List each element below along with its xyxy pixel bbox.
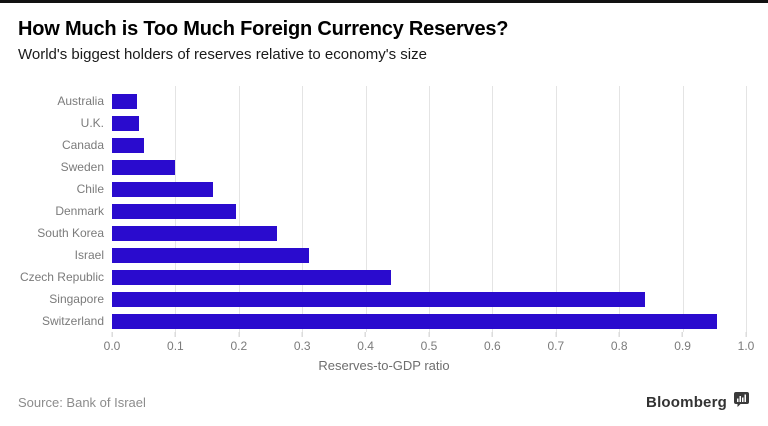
category-label: Sweden xyxy=(60,160,104,174)
gridline xyxy=(682,86,684,332)
category-label: Israel xyxy=(74,248,104,262)
bar xyxy=(112,115,139,131)
tick-mark xyxy=(174,332,176,337)
bar xyxy=(112,291,645,307)
category-label: Switzerland xyxy=(41,314,104,328)
bar xyxy=(112,247,309,263)
bar xyxy=(112,203,236,219)
x-axis-tick-label: 0.6 xyxy=(484,339,501,353)
x-axis-tick-label: 0.4 xyxy=(357,339,374,353)
tick-mark xyxy=(618,332,620,337)
bar xyxy=(112,181,214,197)
category-label: Canada xyxy=(61,138,104,152)
x-axis-tick: 0.0 xyxy=(103,332,121,353)
tick-mark xyxy=(555,332,557,337)
bar-row xyxy=(112,244,746,266)
x-axis-tick: 1.0 xyxy=(737,332,755,353)
gridline xyxy=(429,86,430,332)
x-axis: 0.0 0.1 0.2 0.3 0.4 0.5 0.6 0.7 0.8 0.9 … xyxy=(104,332,754,354)
chart-title: How Much is Too Much Foreign Currency Re… xyxy=(18,18,509,40)
source-attribution: Source: Bank of Israel xyxy=(18,394,146,410)
x-axis-tick: 0.3 xyxy=(294,332,311,353)
gridline xyxy=(746,86,747,332)
category-axis: Australia U.K. Canada Sweden Chile Denma… xyxy=(0,90,112,332)
bar-row xyxy=(112,200,746,222)
x-axis-tick-label: 0.9 xyxy=(674,339,691,353)
plot-area: Australia U.K. Canada Sweden Chile Denma… xyxy=(0,86,768,332)
category-label: South Korea xyxy=(37,226,104,240)
bar-chart-bubble-icon xyxy=(733,391,750,413)
x-axis-tick: 0.1 xyxy=(167,332,184,353)
x-axis-tick: 0.2 xyxy=(230,332,247,353)
bar-chart: Australia U.K. Canada Sweden Chile Denma… xyxy=(0,86,768,373)
tick-mark xyxy=(365,332,367,337)
top-rule xyxy=(0,0,768,3)
x-axis-tick-label: 0.8 xyxy=(610,339,628,353)
gridline xyxy=(619,86,621,332)
x-axis-tick-label: 0.3 xyxy=(293,339,311,353)
gridline xyxy=(555,86,557,332)
x-axis-tick-label: 1.0 xyxy=(737,339,755,353)
x-axis-tick: 0.8 xyxy=(611,332,628,353)
tick-mark xyxy=(301,332,303,337)
tick-mark xyxy=(491,332,493,337)
x-axis-tick: 0.6 xyxy=(484,332,501,353)
bar-row xyxy=(112,266,746,288)
chart-subtitle: World's biggest holders of reserves rela… xyxy=(18,46,427,63)
category-label: Singapore xyxy=(49,292,104,306)
tick-mark xyxy=(428,332,430,337)
bloomberg-brand: Bloomberg xyxy=(646,391,750,413)
x-axis-tick-label: 0.1 xyxy=(167,339,184,353)
bar xyxy=(112,93,138,109)
category-label: Denmark xyxy=(55,204,104,218)
bar-row xyxy=(112,134,746,156)
bar xyxy=(112,225,277,241)
gridline xyxy=(365,86,367,332)
category-label: Australia xyxy=(57,94,104,108)
bar-row xyxy=(112,156,746,178)
tick-mark xyxy=(238,332,240,337)
x-axis-tick-label: 0.7 xyxy=(547,339,565,353)
bar-row xyxy=(112,112,746,134)
bar-row xyxy=(112,222,746,244)
gridline xyxy=(238,86,240,332)
tick-mark xyxy=(111,332,113,337)
category-label: Chile xyxy=(76,182,104,196)
x-axis-tick-label: 0.5 xyxy=(420,339,438,353)
x-axis-tick: 0.4 xyxy=(357,332,374,353)
bar xyxy=(112,159,176,175)
bloomberg-wordmark: Bloomberg xyxy=(646,393,727,411)
bar-row xyxy=(112,178,746,200)
gridline xyxy=(492,86,494,332)
x-axis-title: Reserves-to-GDP ratio xyxy=(318,358,450,373)
footer: Source: Bank of Israel Bloomberg xyxy=(18,391,750,413)
x-axis-tick-label: 0.2 xyxy=(230,339,248,353)
bar-row xyxy=(112,288,746,310)
bar xyxy=(112,313,718,329)
chart-header: How Much is Too Much Foreign Currency Re… xyxy=(0,3,768,64)
bar-row xyxy=(112,90,746,112)
tick-mark xyxy=(745,332,747,337)
bar xyxy=(112,137,144,153)
category-label: Czech Republic xyxy=(19,270,104,284)
gridline xyxy=(302,86,304,332)
x-axis-tick: 0.9 xyxy=(674,332,691,353)
x-axis-tick-label: 0.0 xyxy=(103,339,121,353)
plot-region xyxy=(112,86,747,332)
bar-row xyxy=(112,310,746,332)
category-label: U.K. xyxy=(80,116,104,130)
x-axis-tick: 0.5 xyxy=(420,332,438,353)
x-axis-tick: 0.7 xyxy=(547,332,564,353)
bar xyxy=(112,269,391,285)
tick-mark xyxy=(682,332,684,337)
